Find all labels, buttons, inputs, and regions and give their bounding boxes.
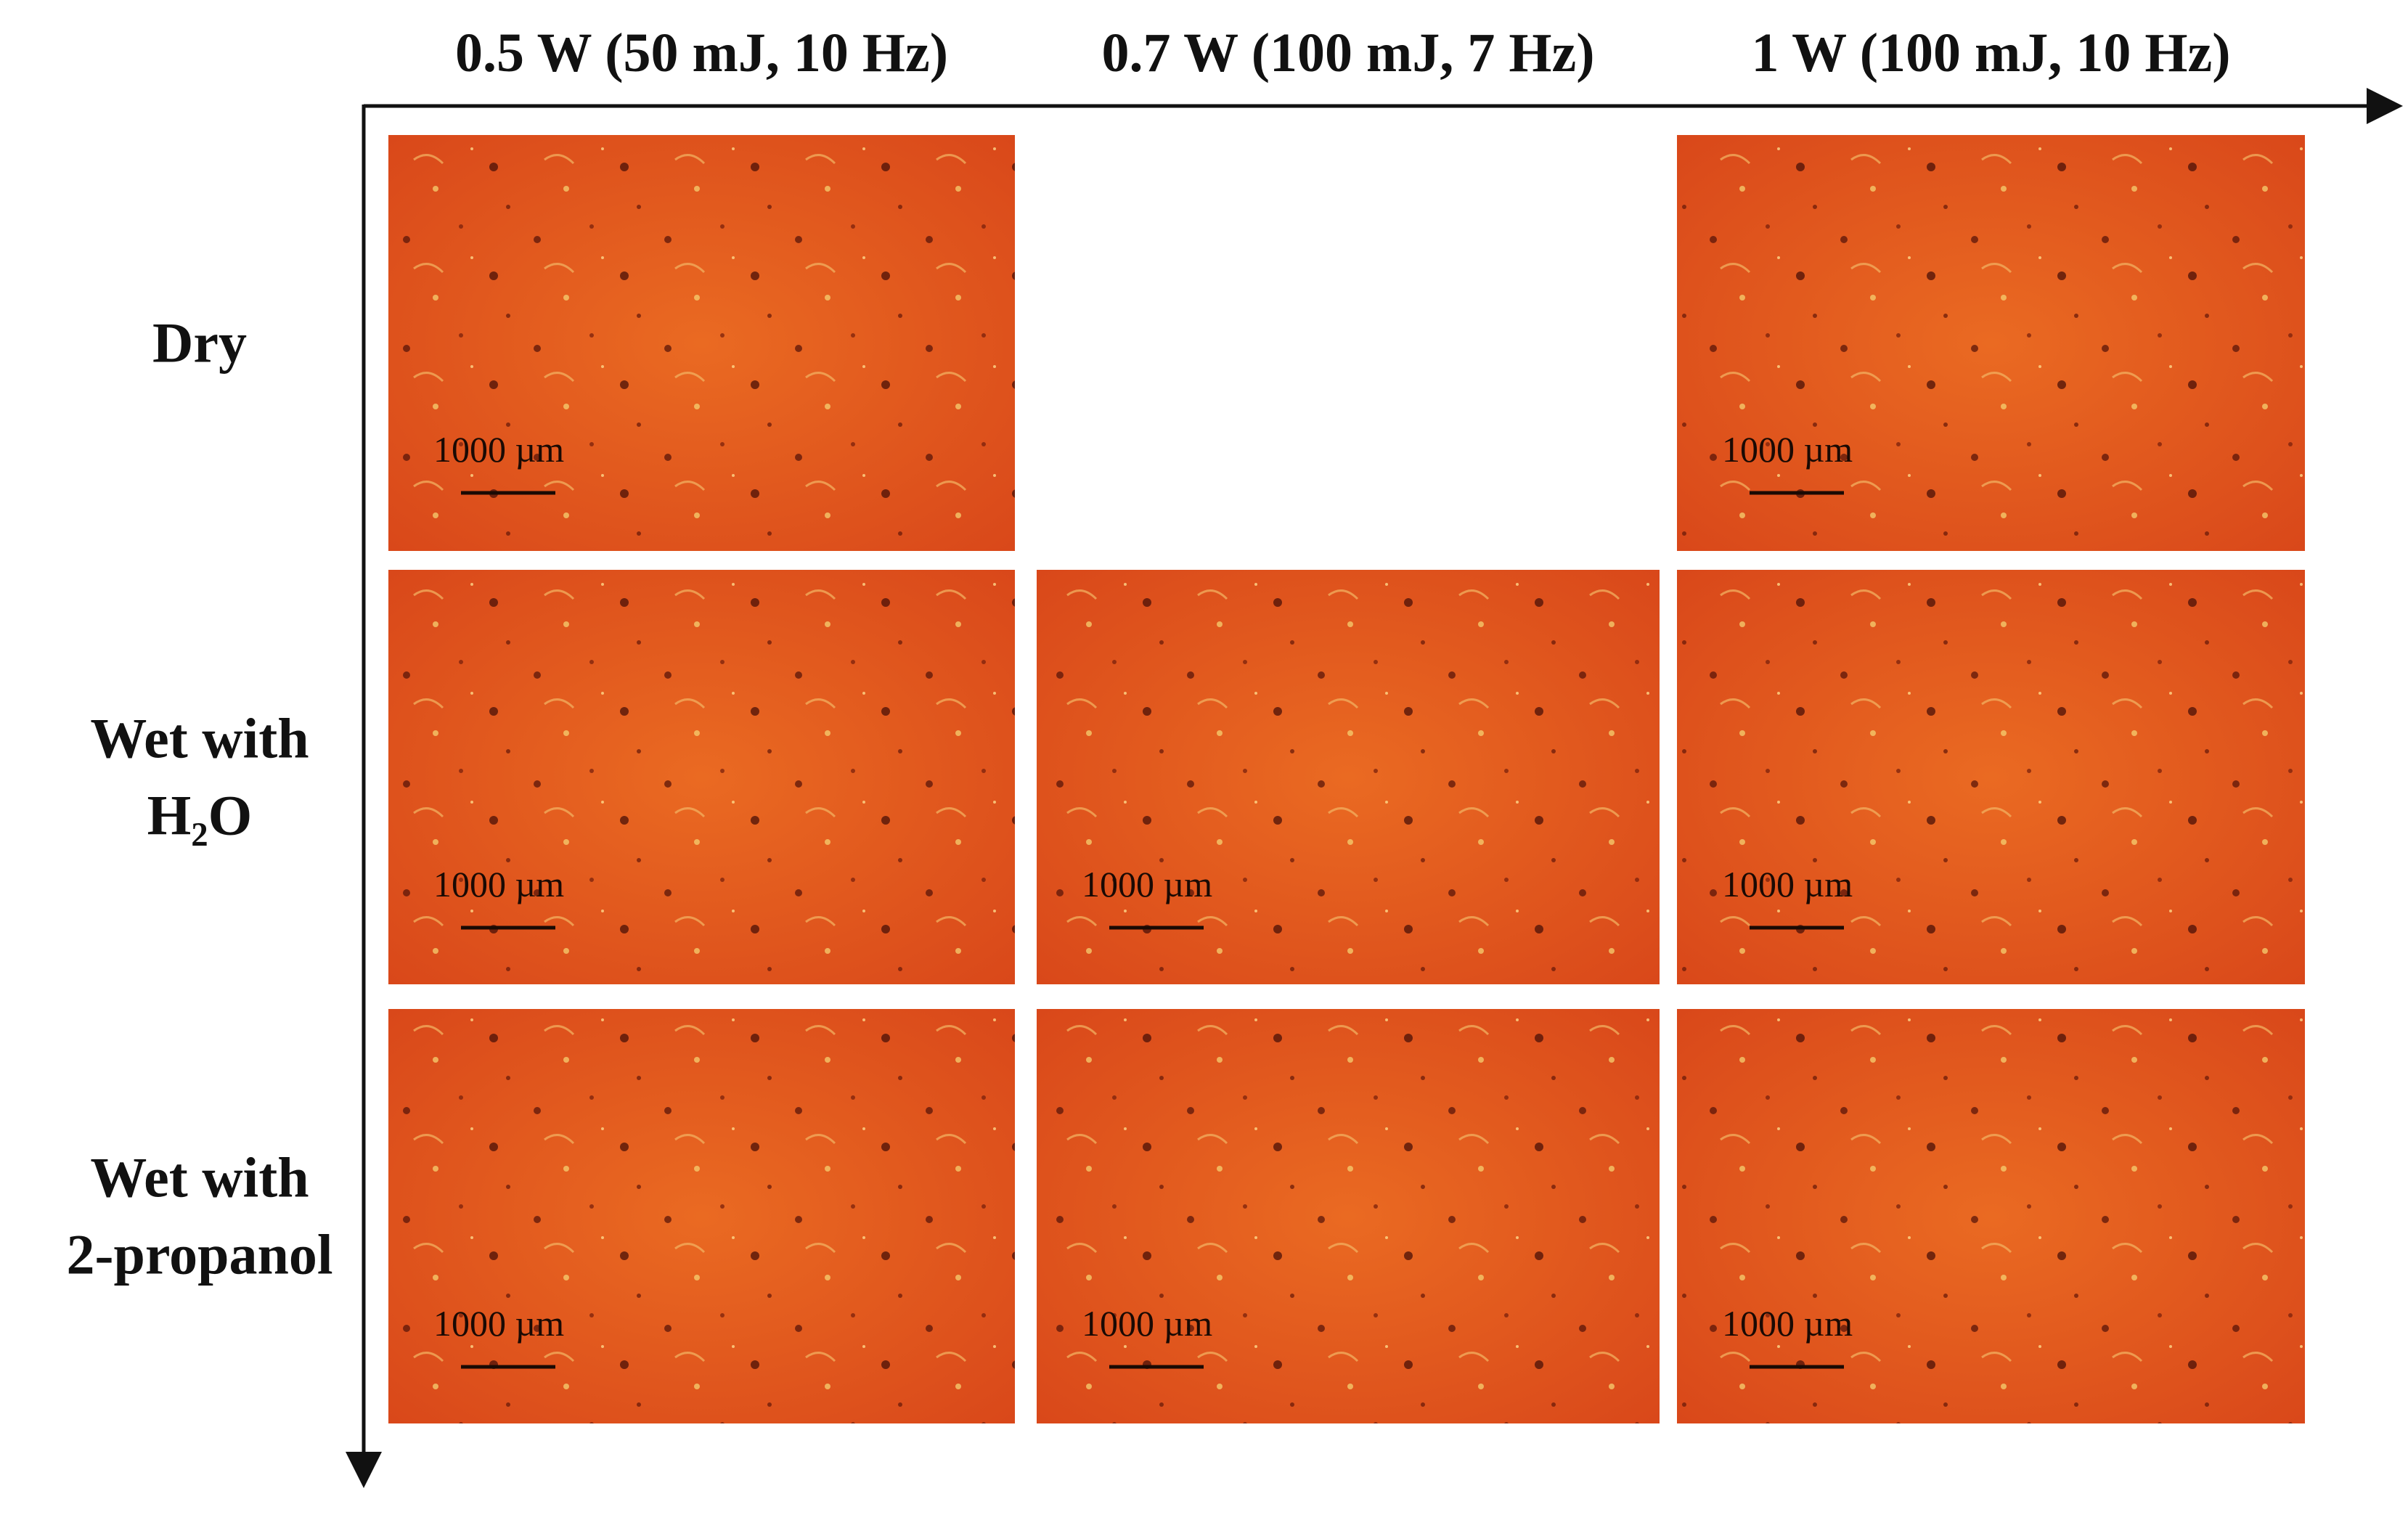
micrograph-texture xyxy=(1677,570,2305,984)
row-label: 2-propanol xyxy=(67,1223,333,1286)
micrograph: 1000 µm xyxy=(1037,1009,1660,1423)
micrograph-texture xyxy=(1677,135,2305,551)
micrograph: 1000 µm xyxy=(388,570,1015,984)
column-header: 0.5 W (50 mJ, 10 Hz) xyxy=(455,23,948,83)
micrograph-texture xyxy=(1037,570,1660,984)
row-label: Wet with xyxy=(90,707,309,770)
scale-label: 1000 µm xyxy=(1082,864,1212,904)
column-header: 0.7 W (100 mJ, 7 Hz) xyxy=(1101,23,1594,83)
micrograph: 1000 µm xyxy=(388,135,1015,551)
micrograph-texture xyxy=(1677,1009,2305,1423)
micrograph: 1000 µm xyxy=(1677,135,2305,551)
scale-label: 1000 µm xyxy=(433,429,564,470)
row-label: H₂O xyxy=(147,784,253,847)
micrograph-texture xyxy=(388,135,1015,551)
row-label: Wet with xyxy=(90,1146,309,1209)
micrograph-texture xyxy=(388,570,1015,984)
scale-label: 1000 µm xyxy=(1722,429,1853,470)
micrograph-texture xyxy=(1037,1009,1660,1423)
scale-label: 1000 µm xyxy=(1722,864,1853,904)
scale-label: 1000 µm xyxy=(433,1303,564,1344)
scale-label: 1000 µm xyxy=(1082,1303,1212,1344)
micrograph: 1000 µm xyxy=(1677,1009,2305,1423)
scale-label: 1000 µm xyxy=(1722,1303,1853,1344)
micrograph-texture xyxy=(388,1009,1015,1423)
row-label: Dry xyxy=(152,311,247,375)
scale-label: 1000 µm xyxy=(433,864,564,904)
micrograph: 1000 µm xyxy=(1037,570,1660,984)
micrograph: 1000 µm xyxy=(388,1009,1015,1423)
micrograph: 1000 µm xyxy=(1677,570,2305,984)
column-header: 1 W (100 mJ, 10 Hz) xyxy=(1751,23,2230,83)
